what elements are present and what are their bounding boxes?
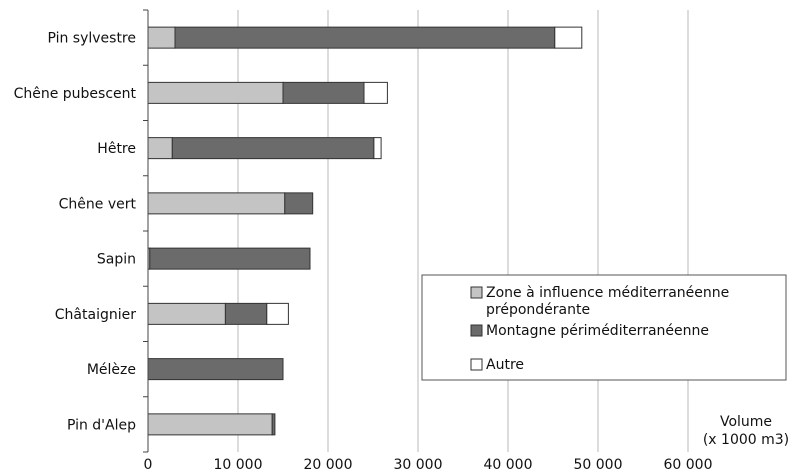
bar-chene-vert-series-2 [284, 192, 314, 215]
x-tick-label-20000: 20 000 [304, 457, 353, 471]
bar-hetre-series-3 [373, 137, 382, 160]
x-tick-label-10000: 10 000 [214, 457, 263, 471]
category-label-pin-d-alep: Pin d'Alep [67, 417, 136, 433]
y-axis [143, 9, 149, 453]
legend-label-autre: Autre [486, 357, 524, 373]
category-label-meleze: Mélèze [87, 362, 136, 378]
bar-chataignier-series-3 [266, 302, 289, 325]
grid-lines [237, 10, 689, 452]
legend-label-montagne: Montagne périméditerranéenne [486, 323, 709, 339]
bar-hetre-series-2 [171, 137, 375, 160]
bar-pin-d-alep-series-1 [147, 413, 273, 436]
bar-pin-sylvestre-series-1 [147, 26, 176, 49]
bar-sapin-series-2 [149, 247, 311, 270]
legend-swatch-zone [470, 286, 483, 299]
bar-chene-pubescent-series-1 [147, 81, 284, 104]
bar-chene-pubescent-series-2 [282, 81, 365, 104]
category-label-sapin: Sapin [97, 252, 136, 268]
bar-chene-vert-series-1 [147, 192, 286, 215]
x-tick-labels: 0 10 000 20 000 30 000 40 000 50 000 60 000 [144, 457, 713, 471]
x-axis-title: Volume (x 1000 m3) [703, 414, 788, 448]
bar-chataignier-series-2 [224, 302, 268, 325]
bar-chene-pubescent-series-3 [363, 81, 388, 104]
bar-pin-sylvestre-series-2 [174, 26, 556, 49]
bars [147, 26, 583, 436]
x-tick-label-50000: 50 000 [574, 457, 623, 471]
category-label-pin-sylvestre: Pin sylvestre [47, 31, 136, 47]
x-axis-title-unit: (x 1000 m3) [703, 432, 788, 448]
bar-pin-d-alep-series-2 [271, 413, 276, 436]
x-axis-title-label: Volume [720, 414, 772, 430]
x-tick-label-60000: 60 000 [664, 457, 713, 471]
category-label-chene-pubescent: Chêne pubescent [14, 86, 137, 102]
x-tick-label-30000: 30 000 [394, 457, 443, 471]
x-tick-label-40000: 40 000 [484, 457, 533, 471]
legend-swatch-autre [470, 358, 483, 371]
bar-chataignier-series-1 [147, 302, 226, 325]
bar-hetre-series-1 [147, 137, 173, 160]
category-label-chene-vert: Chêne vert [59, 196, 137, 212]
x-tick-label-0: 0 [144, 457, 153, 471]
legend-label-zone-line2: prépondérante [486, 302, 590, 318]
legend-box [421, 274, 787, 381]
bar-meleze-series-2 [147, 358, 284, 381]
category-label-hetre: Hêtre [97, 141, 136, 157]
legend: Zone à influence méditerranéenne prépond… [421, 274, 787, 381]
category-label-chataignier: Châtaignier [55, 307, 136, 323]
bar-pin-sylvestre-series-3 [554, 26, 583, 49]
legend-label-zone-line1: Zone à influence méditerranéenne [486, 285, 729, 301]
legend-swatch-montagne [470, 324, 483, 337]
category-labels: Pin sylvestre Chêne pubescent Hêtre Chêne v… [14, 31, 137, 434]
